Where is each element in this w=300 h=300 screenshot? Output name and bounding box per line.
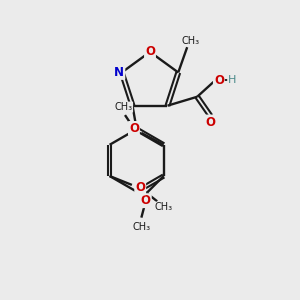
Text: CH₃: CH₃ [115, 102, 133, 112]
Text: O: O [129, 122, 139, 135]
Text: CH₃: CH₃ [181, 36, 199, 46]
Text: O: O [214, 74, 224, 87]
Text: OCH₃: OCH₃ [120, 106, 124, 107]
Text: CH₃: CH₃ [132, 221, 150, 232]
Text: H: H [228, 75, 236, 85]
Text: O: O [145, 45, 155, 58]
Text: O: O [141, 194, 151, 207]
Text: N: N [114, 66, 124, 79]
Text: O: O [135, 182, 145, 194]
Text: O: O [206, 116, 216, 128]
Text: CH₃: CH₃ [154, 202, 172, 212]
